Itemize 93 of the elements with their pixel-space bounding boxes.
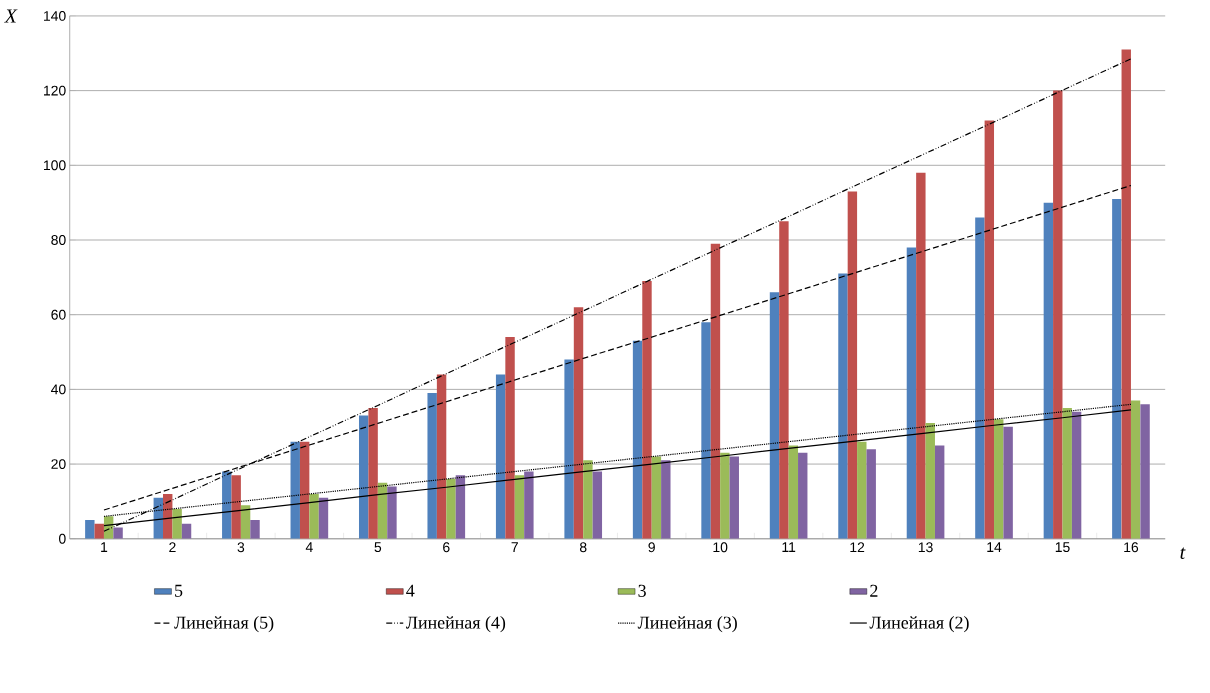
bar: [231, 475, 241, 539]
bar: [798, 452, 808, 539]
legend-label: Линейная (3): [637, 615, 737, 633]
bar: [710, 243, 721, 539]
x-axis-title: t: [1180, 547, 1186, 559]
bar: [788, 445, 799, 539]
bar: [1121, 49, 1131, 539]
bar: [427, 393, 437, 539]
legend-label: 3: [638, 584, 646, 597]
bar: [651, 456, 662, 539]
bar: [290, 441, 300, 539]
bar: [1112, 198, 1122, 539]
bar: [994, 419, 1004, 539]
bar: [1071, 411, 1082, 539]
bar: [564, 359, 574, 539]
bar: [1053, 90, 1063, 539]
bar: [573, 307, 584, 539]
y-tick-label: 20: [51, 459, 66, 469]
x-tick-label: 9: [648, 542, 655, 553]
bar: [592, 471, 603, 539]
y-tick-label: 100: [44, 160, 66, 171]
bar: [85, 520, 95, 539]
bar: [299, 441, 310, 539]
bar: [368, 407, 378, 539]
legend-label: Линейная (2): [869, 615, 969, 633]
y-tick-label: 80: [51, 234, 66, 245]
x-tick-label: 11: [782, 542, 796, 552]
bar: [975, 217, 985, 539]
x-tick-label: 1: [101, 542, 108, 552]
bar: [309, 493, 319, 539]
bar: [1062, 407, 1072, 539]
x-tick-label: 6: [443, 542, 450, 553]
bar: [661, 460, 671, 539]
bar: [701, 322, 711, 539]
bar: [984, 120, 995, 539]
bar: [720, 452, 730, 539]
bar: [838, 273, 848, 539]
bar: [455, 475, 466, 539]
bar: [1140, 404, 1150, 539]
bar: [387, 486, 397, 539]
bar: [857, 441, 867, 539]
bar: [436, 374, 447, 539]
bar: [222, 471, 232, 539]
x-tick-label: 2: [169, 542, 176, 552]
legend-label: 2: [870, 584, 878, 597]
bar: [505, 337, 515, 539]
x-tick-label: 14: [987, 542, 1002, 552]
bar: [1130, 400, 1141, 539]
bar: [1003, 426, 1013, 539]
x-tick-label: 5: [374, 542, 382, 552]
bar: [524, 471, 534, 539]
y-tick-label: 120: [44, 85, 66, 96]
x-tick-label: 4: [305, 542, 313, 552]
legend-label: 4: [406, 584, 415, 597]
bar: [377, 482, 388, 539]
bar: [866, 449, 876, 539]
bar: [250, 520, 260, 539]
bar: [514, 475, 525, 539]
x-tick-label: 3: [237, 542, 245, 553]
bar: [729, 456, 739, 539]
x-tick-label: 13: [918, 542, 933, 553]
y-tick-label: 140: [44, 10, 66, 21]
legend-label: Линейная (4): [406, 615, 506, 633]
y-axis-title: X: [4, 9, 18, 23]
bar: [172, 508, 182, 539]
bar: [779, 221, 789, 539]
bar: [446, 478, 456, 539]
x-tick-label: 7: [511, 542, 518, 552]
bar: [358, 415, 369, 539]
x-tick-label: 15: [1055, 542, 1070, 552]
bar: [916, 172, 926, 539]
bar: [318, 497, 329, 539]
bar: [925, 422, 935, 539]
y-tick-label: 0: [58, 533, 66, 544]
bar: [769, 292, 780, 539]
bar: [906, 247, 917, 539]
bar: [934, 445, 945, 539]
bar: [583, 460, 593, 539]
x-tick-label: 12: [850, 542, 865, 552]
bar: [1043, 202, 1054, 539]
bar: [495, 374, 506, 539]
legend-label: Линейная (5): [174, 615, 274, 633]
y-tick-label: 60: [51, 309, 66, 320]
bar: [847, 191, 858, 539]
bar: [642, 281, 652, 539]
legend-label: 5: [175, 584, 183, 597]
y-tick-label: 40: [51, 384, 66, 395]
x-tick-label: 8: [579, 542, 587, 553]
bar: [113, 527, 123, 539]
bar: [240, 505, 251, 539]
bar: [632, 340, 643, 539]
x-tick-label: 10: [713, 542, 728, 553]
x-tick-label: 16: [1124, 542, 1139, 553]
